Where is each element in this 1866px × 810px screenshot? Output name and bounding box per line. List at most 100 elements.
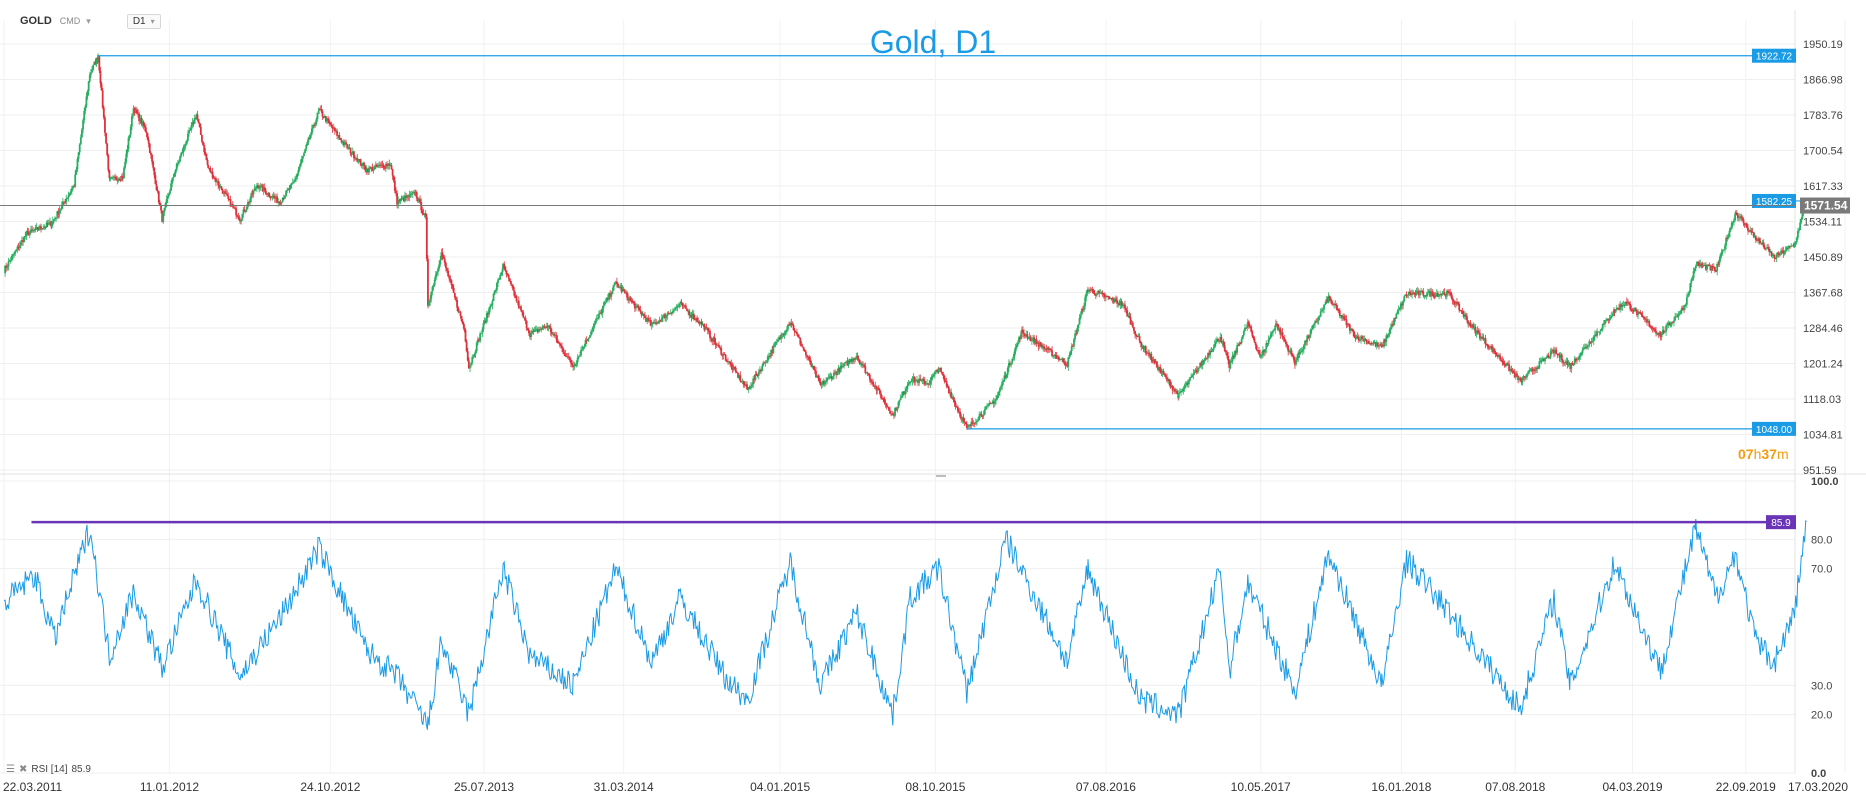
- candle-body: [803, 350, 806, 352]
- candle: [951, 393, 954, 400]
- candle: [1222, 338, 1225, 349]
- candle-body: [1657, 333, 1660, 335]
- candle-body: [315, 119, 318, 124]
- candle-body: [290, 182, 293, 186]
- candle-body: [1355, 336, 1358, 339]
- candle: [1566, 357, 1569, 369]
- candle: [1570, 362, 1573, 374]
- candle-body: [107, 155, 110, 171]
- candle-body: [187, 133, 189, 141]
- candle: [922, 376, 925, 385]
- candle: [1389, 323, 1392, 334]
- candle-body: [971, 421, 974, 424]
- candle: [266, 193, 268, 197]
- candle: [1186, 379, 1189, 388]
- indicator-close-icon[interactable]: ✖: [18, 764, 28, 775]
- candle-body: [1486, 344, 1489, 348]
- candle: [1127, 313, 1130, 319]
- candle: [449, 275, 452, 283]
- candle-body: [833, 372, 835, 377]
- candle-body: [868, 374, 871, 380]
- pane-resize-handle[interactable]: [936, 475, 946, 477]
- candle: [376, 163, 378, 168]
- candle-body: [141, 121, 144, 125]
- candle-body: [1776, 252, 1779, 255]
- candle: [150, 151, 152, 159]
- candle: [1756, 238, 1758, 242]
- candle: [525, 320, 528, 331]
- candle: [1211, 348, 1214, 353]
- candle-body: [856, 356, 859, 359]
- candle-body: [752, 378, 755, 385]
- candle-body: [1397, 309, 1400, 312]
- candle: [712, 336, 715, 346]
- candle-body: [117, 179, 120, 182]
- candle: [516, 300, 519, 306]
- candle: [339, 137, 342, 140]
- candle-body: [807, 356, 810, 358]
- time-axis-tick: 22.03.2011: [3, 780, 62, 794]
- candle: [1147, 349, 1149, 354]
- candle-body: [831, 376, 834, 379]
- candle: [1011, 358, 1014, 365]
- candle: [371, 163, 374, 172]
- candle-body: [812, 365, 815, 370]
- candle-body: [1638, 311, 1641, 313]
- candle-body: [1414, 293, 1417, 295]
- candle: [1226, 349, 1228, 359]
- candle-body: [1786, 247, 1789, 249]
- candle: [1300, 347, 1303, 353]
- candle: [1460, 310, 1463, 314]
- candle-body: [1555, 349, 1558, 354]
- candle: [1454, 301, 1457, 309]
- candle: [1098, 289, 1101, 298]
- candle: [1606, 318, 1609, 322]
- candle: [890, 410, 893, 417]
- candle-body: [574, 363, 577, 367]
- candle-body: [101, 90, 104, 108]
- candle: [1592, 335, 1595, 346]
- candle: [271, 193, 274, 201]
- candle-body: [1762, 242, 1765, 248]
- symbol-dropdown-icon[interactable]: ▾: [86, 15, 91, 26]
- candle: [594, 318, 597, 325]
- candle-body: [782, 334, 785, 336]
- candle-body: [520, 306, 522, 311]
- candle: [190, 122, 193, 133]
- candle-body: [616, 281, 618, 285]
- candle: [627, 293, 630, 304]
- candle: [1259, 349, 1262, 359]
- candle: [369, 166, 372, 170]
- candle: [86, 89, 89, 100]
- symbol-label[interactable]: GOLD: [20, 15, 52, 27]
- candle-body: [871, 381, 873, 383]
- candle-body: [1329, 298, 1332, 301]
- candle-body: [491, 300, 494, 306]
- candle: [1545, 356, 1548, 359]
- candle: [631, 298, 634, 304]
- candle: [618, 285, 621, 289]
- candle-body: [303, 152, 305, 156]
- candle: [1714, 266, 1716, 273]
- candle-body: [1250, 326, 1253, 332]
- instrument-class-label[interactable]: CMD: [59, 16, 81, 26]
- candle: [682, 303, 685, 310]
- candle: [921, 378, 924, 385]
- candle-body: [72, 186, 74, 189]
- candle-body: [1232, 355, 1235, 358]
- candle-body: [1511, 370, 1514, 372]
- candle: [152, 160, 155, 171]
- candle: [831, 376, 834, 381]
- candle: [1137, 333, 1140, 338]
- candle-body: [1372, 342, 1375, 344]
- timeframe-select[interactable]: D1 ▾: [126, 13, 161, 29]
- candle-body: [1510, 369, 1513, 371]
- candle-body: [409, 193, 412, 195]
- candle: [1107, 295, 1110, 301]
- candle: [476, 336, 479, 346]
- indicator-settings-icon[interactable]: ☰: [6, 764, 15, 775]
- candle: [916, 376, 918, 381]
- candle: [612, 284, 615, 291]
